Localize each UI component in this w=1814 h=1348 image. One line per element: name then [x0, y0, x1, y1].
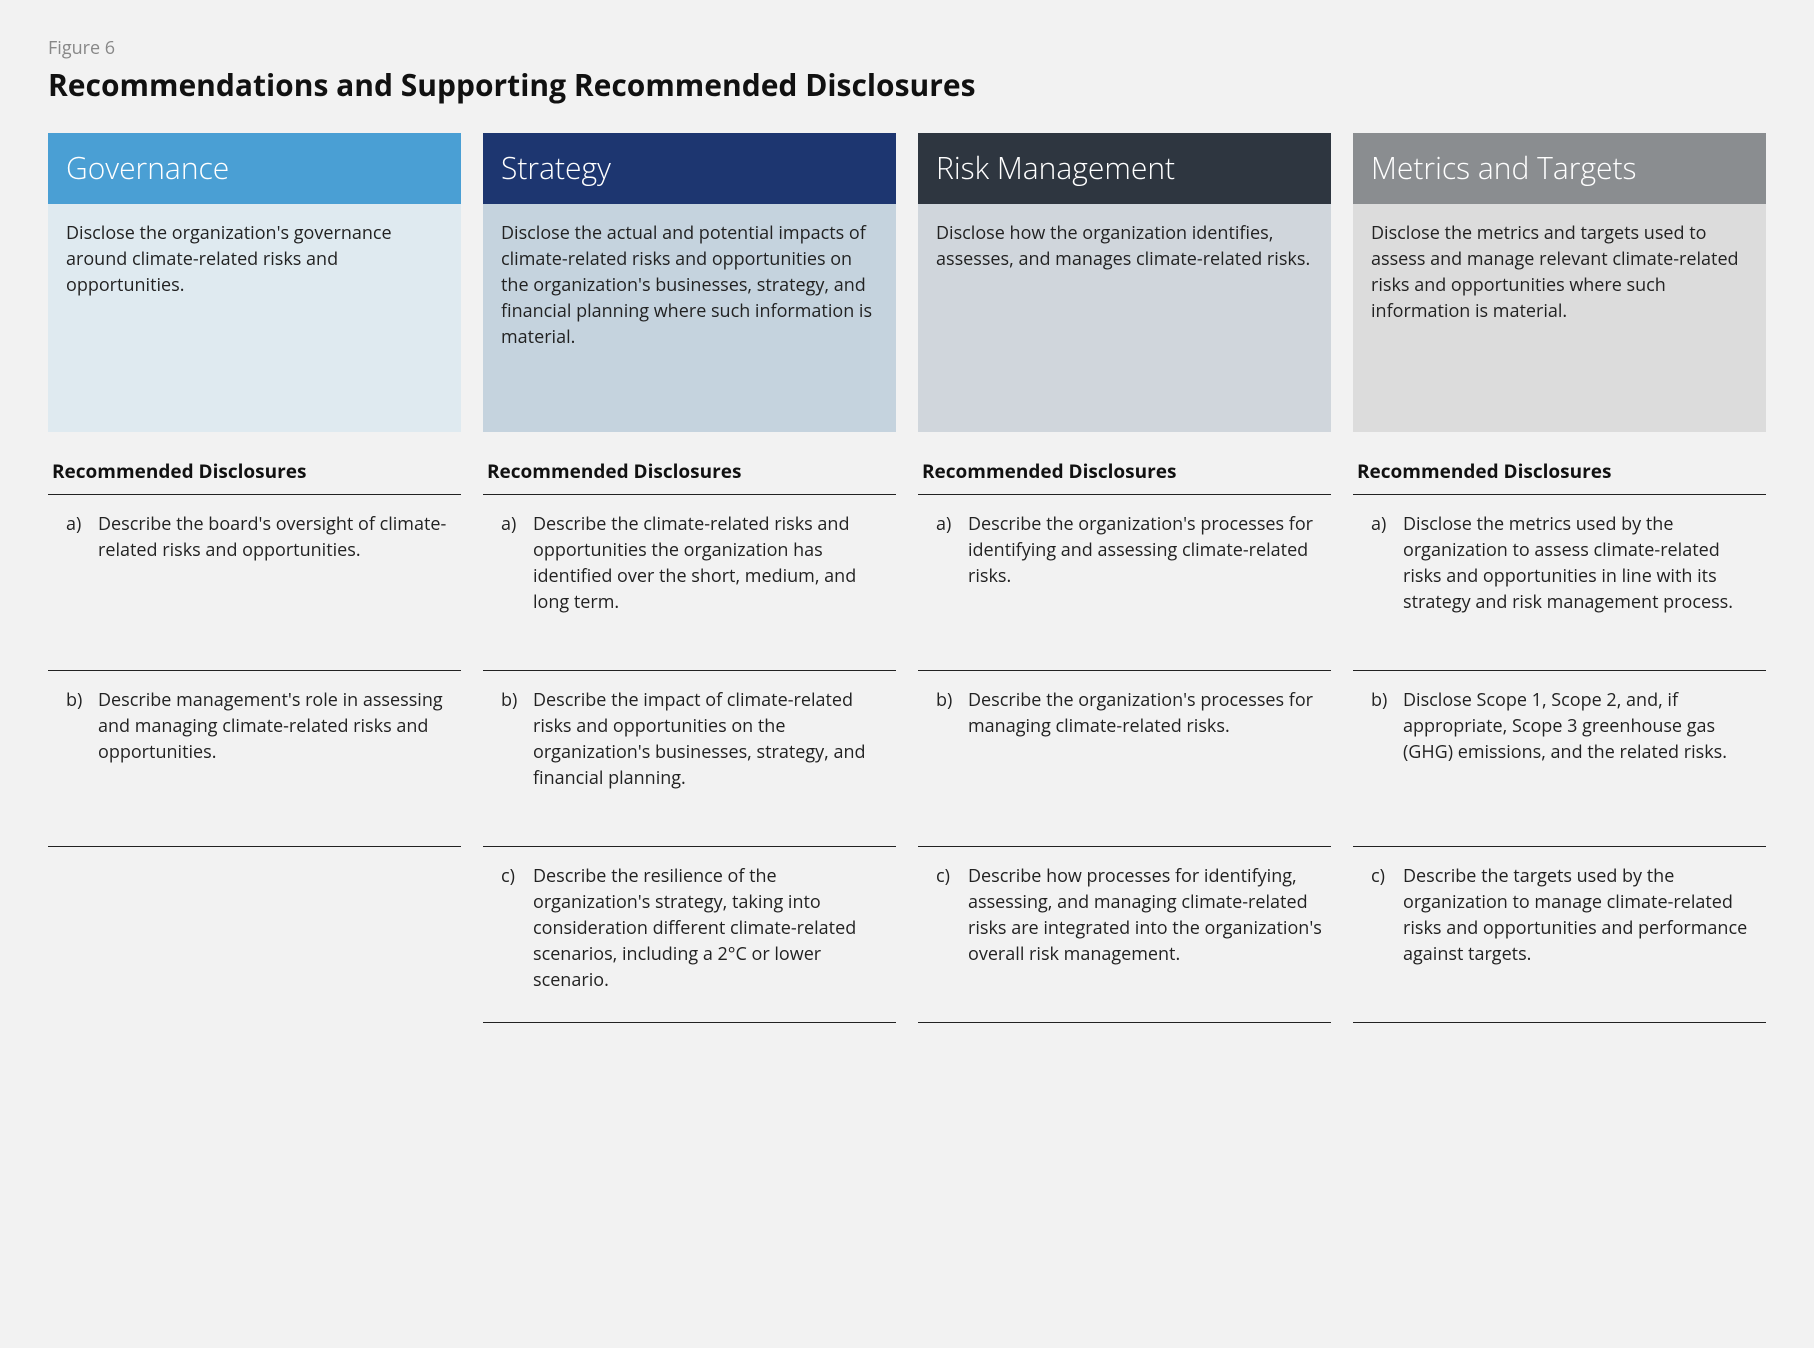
disclosure-item: a) Describe the climate-related risks and… — [483, 495, 896, 671]
column-header: Metrics and Targets — [1353, 133, 1766, 204]
figure-title: Recommendations and Supporting Recommend… — [48, 64, 1766, 105]
disclosure-item-text: Describe the targets used by the organiz… — [1403, 863, 1762, 967]
disclosure-item: b) Describe the impact of climate-related… — [483, 671, 896, 847]
disclosure-header: Recommended Disclosures — [48, 432, 461, 495]
disclosure-item: b) Describe management's role in assessin… — [48, 671, 461, 847]
disclosure-item-letter: c) — [936, 863, 956, 889]
disclosure-item-text: Describe the organization's processes fo… — [968, 687, 1327, 739]
disclosure-item-text: Describe the impact of climate-related r… — [533, 687, 892, 791]
disclosure-item-letter: a) — [501, 511, 521, 537]
column-header: Governance — [48, 133, 461, 204]
disclosure-item: c) Describe how processes for identifying… — [918, 847, 1331, 1023]
disclosure-item: b) Disclose Scope 1, Scope 2, and, if app… — [1353, 671, 1766, 847]
column-description: Disclose how the organization identifies… — [918, 204, 1331, 432]
disclosure-item-text: Disclose the metrics used by the organiz… — [1403, 511, 1762, 615]
disclosure-item-letter: c) — [501, 863, 521, 889]
column-header: Risk Management — [918, 133, 1331, 204]
disclosure-item-letter: c) — [1371, 863, 1391, 889]
disclosure-item: a) Describe the organization's processes … — [918, 495, 1331, 671]
disclosure-item-text: Describe the resilience of the organizat… — [533, 863, 892, 993]
disclosure-item-letter: a) — [66, 511, 86, 537]
column-header: Strategy — [483, 133, 896, 204]
figure-label: Figure 6 — [48, 36, 1766, 60]
disclosure-item-text: Describe management's role in assessing … — [98, 687, 457, 765]
column-description: Disclose the organization's governance a… — [48, 204, 461, 432]
disclosure-header: Recommended Disclosures — [483, 432, 896, 495]
disclosure-item-text: Describe the climate-related risks and o… — [533, 511, 892, 615]
column-description: Disclose the actual and potential impact… — [483, 204, 896, 432]
disclosure-header: Recommended Disclosures — [1353, 432, 1766, 495]
disclosure-item-text: Describe how processes for identifying, … — [968, 863, 1327, 967]
disclosure-item: a) Describe the board's oversight of clim… — [48, 495, 461, 671]
disclosure-item-letter: b) — [1371, 687, 1391, 713]
disclosure-item-letter: b) — [936, 687, 956, 713]
disclosure-header: Recommended Disclosures — [918, 432, 1331, 495]
disclosure-item: c) Describe the targets used by the organ… — [1353, 847, 1766, 1023]
disclosure-item-letter: a) — [1371, 511, 1391, 537]
recommendations-grid: Governance Strategy Risk Management Metrics… — [48, 133, 1766, 1023]
disclosure-item-letter: b) — [66, 687, 86, 713]
empty-cell — [48, 847, 461, 1023]
disclosure-item: a) Disclose the metrics used by the organ… — [1353, 495, 1766, 671]
column-description: Disclose the metrics and targets used to… — [1353, 204, 1766, 432]
disclosure-item: c) Describe the resilience of the organiz… — [483, 847, 896, 1023]
disclosure-item-letter: b) — [501, 687, 521, 713]
disclosure-item: b) Describe the organization's processes … — [918, 671, 1331, 847]
disclosure-item-text: Disclose Scope 1, Scope 2, and, if appro… — [1403, 687, 1762, 765]
disclosure-item-letter: a) — [936, 511, 956, 537]
disclosure-item-text: Describe the board's oversight of climat… — [98, 511, 457, 563]
disclosure-item-text: Describe the organization's processes fo… — [968, 511, 1327, 589]
